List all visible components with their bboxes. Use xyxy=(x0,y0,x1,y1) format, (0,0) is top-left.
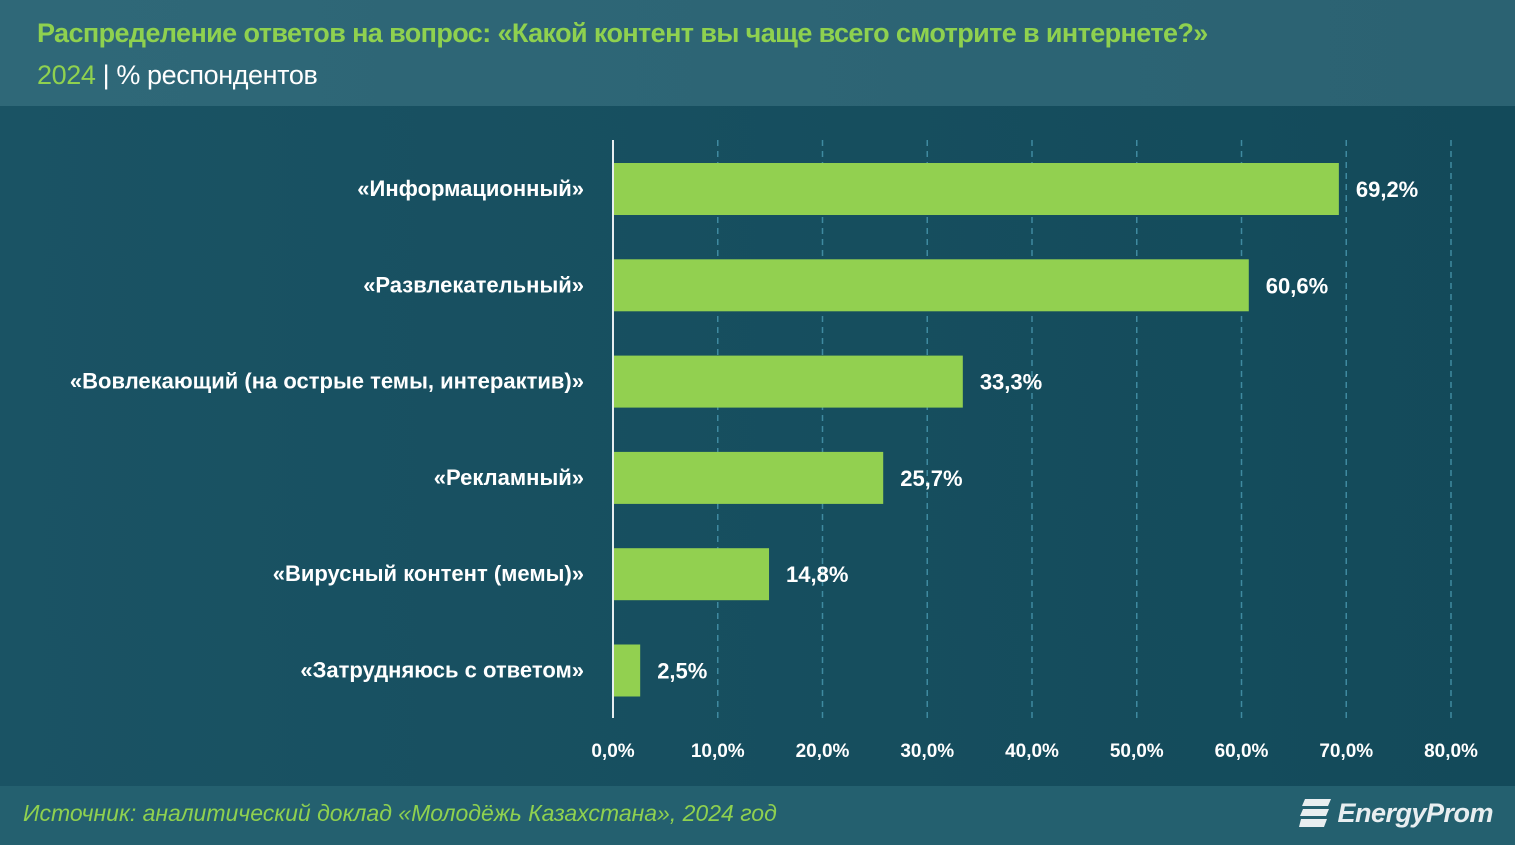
chart-subtitle: 2024 | % респондентов xyxy=(37,60,318,91)
chart-area xyxy=(0,106,1515,786)
bar xyxy=(614,259,1249,312)
x-tick-label: 0,0% xyxy=(591,741,634,762)
bar xyxy=(614,163,1339,215)
value-label: 60,6% xyxy=(1266,273,1328,298)
category-label: «Развлекательный» xyxy=(363,272,584,297)
value-label: 33,3% xyxy=(980,370,1042,395)
x-tick-label: 60,0% xyxy=(1215,741,1269,762)
logo: EnergyProm xyxy=(1299,796,1493,830)
bar xyxy=(614,451,884,504)
source-note: Источник: аналитический доклад «Молодёжь… xyxy=(23,800,777,826)
bar xyxy=(614,548,770,601)
bar xyxy=(614,355,963,408)
logo-icon xyxy=(1299,799,1332,827)
value-label: 14,8% xyxy=(786,562,848,587)
category-label: «Рекламный» xyxy=(434,465,584,490)
x-tick-label: 40,0% xyxy=(1005,741,1059,762)
header: Распределение ответов на вопрос: «Какой … xyxy=(0,0,1515,106)
x-tick-label: 20,0% xyxy=(796,741,850,762)
unit: % респондентов xyxy=(116,60,318,90)
x-tick-label: 80,0% xyxy=(1424,741,1478,762)
logo-text: EnergyProm xyxy=(1337,797,1493,828)
bar xyxy=(614,644,641,697)
category-label: «Информационный» xyxy=(357,176,584,201)
chart-title: Распределение ответов на вопрос: «Какой … xyxy=(37,18,1208,48)
footer: Источник: аналитический доклад «Молодёжь… xyxy=(0,786,1515,845)
x-tick-label: 50,0% xyxy=(1110,741,1164,762)
x-tick-label: 30,0% xyxy=(900,741,954,762)
category-label: «Затрудняюсь с ответом» xyxy=(300,658,584,683)
value-label: 2,5% xyxy=(657,659,707,684)
category-label: «Вирусный контент (мемы)» xyxy=(273,561,584,586)
value-label: 25,7% xyxy=(900,466,962,491)
year: 2024 xyxy=(37,60,96,90)
separator: | xyxy=(102,60,110,90)
category-label: «Вовлекающий (на острые темы, интерактив… xyxy=(70,369,584,394)
value-label: 69,2% xyxy=(1356,177,1418,202)
x-tick-label: 10,0% xyxy=(691,741,745,762)
x-tick-label: 70,0% xyxy=(1319,741,1373,762)
